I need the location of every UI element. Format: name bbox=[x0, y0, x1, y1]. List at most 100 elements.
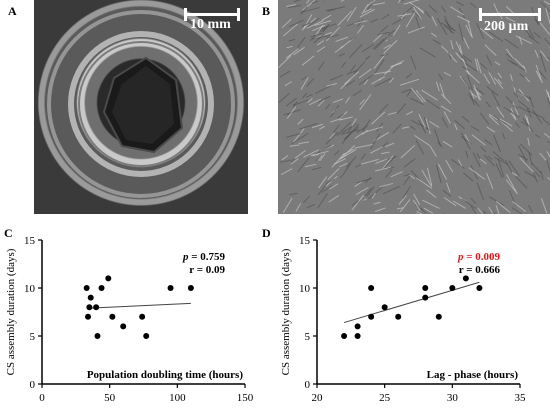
cell-streak bbox=[356, 125, 368, 133]
cell-streak bbox=[545, 7, 550, 25]
cell-streak bbox=[460, 136, 472, 145]
cell-streak bbox=[470, 2, 477, 9]
cell-streak bbox=[339, 148, 357, 160]
cell-streak bbox=[340, 172, 345, 179]
cell-streak bbox=[435, 81, 440, 92]
cell-streak bbox=[518, 36, 523, 45]
cell-streak bbox=[528, 35, 540, 44]
cell-streak bbox=[450, 6, 465, 16]
cell-streak bbox=[426, 167, 433, 186]
cell-streak bbox=[405, 72, 413, 79]
cell-streak bbox=[497, 158, 505, 177]
cell-streak bbox=[385, 168, 393, 178]
cell-streak bbox=[378, 103, 389, 114]
cell-streak bbox=[361, 43, 374, 53]
cell-streak bbox=[439, 83, 446, 99]
cell-streak bbox=[471, 134, 486, 146]
data-point bbox=[86, 304, 93, 311]
cell-streak bbox=[433, 128, 441, 147]
cell-streak bbox=[370, 132, 381, 150]
cell-streak bbox=[486, 68, 497, 85]
regression-line bbox=[343, 281, 480, 324]
cell-streak bbox=[457, 159, 463, 167]
cell-streak bbox=[387, 35, 392, 41]
cell-streak bbox=[391, 16, 406, 26]
cell-streak bbox=[423, 117, 429, 130]
cell-streak bbox=[309, 35, 316, 42]
r-value-annotation: r = 0.666 bbox=[459, 264, 501, 276]
cell-texture-graphic bbox=[278, 0, 550, 214]
cell-streak bbox=[330, 117, 342, 123]
cell-streak bbox=[443, 197, 457, 207]
y-tick-label: 0 bbox=[30, 379, 36, 391]
x-tick-label: 0 bbox=[39, 392, 45, 404]
cell-streak bbox=[443, 25, 455, 34]
scale-bar-a bbox=[184, 8, 240, 21]
cell-streak bbox=[410, 55, 417, 70]
cell-streak bbox=[494, 61, 501, 66]
cell-streak bbox=[300, 77, 309, 90]
cell-streak bbox=[530, 7, 540, 26]
panel-letter-b: B bbox=[262, 4, 271, 18]
data-point bbox=[422, 285, 429, 291]
cell-streak bbox=[545, 89, 550, 98]
scatter-chart-d: 20 25 30 35 0 5 10 15 CS assembly duration (days… bbox=[280, 235, 527, 404]
data-point bbox=[435, 313, 442, 320]
cell-streak bbox=[542, 118, 550, 126]
cell-streak bbox=[499, 23, 506, 29]
cell-streak bbox=[443, 111, 451, 124]
cell-streak bbox=[302, 92, 308, 99]
cell-streak bbox=[379, 182, 394, 188]
cell-streak bbox=[487, 155, 493, 160]
cell-streak bbox=[505, 53, 515, 61]
cell-streak bbox=[354, 181, 363, 187]
cell-streak bbox=[365, 176, 372, 184]
cell-streak bbox=[486, 126, 496, 133]
scale-label-a: 10 mm bbox=[190, 17, 231, 32]
cell-streak bbox=[367, 0, 376, 7]
cell-streak bbox=[475, 87, 485, 95]
cell-streak bbox=[485, 101, 491, 108]
cell-streak bbox=[343, 163, 352, 173]
cell-streak bbox=[480, 62, 491, 73]
cell-streak bbox=[455, 52, 465, 63]
cell-streak bbox=[317, 154, 323, 161]
cell-streak bbox=[306, 20, 324, 29]
cell-streak bbox=[459, 44, 463, 56]
cell-streak bbox=[374, 207, 386, 213]
cell-streak bbox=[523, 65, 527, 73]
data-point bbox=[341, 333, 348, 339]
cell-streak bbox=[378, 76, 385, 81]
cell-streak bbox=[291, 132, 309, 145]
cell-streak bbox=[359, 94, 372, 111]
cell-streak bbox=[477, 207, 483, 214]
cell-streak bbox=[411, 119, 420, 126]
cell-streak bbox=[424, 10, 431, 18]
cell-streak bbox=[469, 89, 475, 100]
cell-streak bbox=[380, 25, 389, 33]
cell-streak bbox=[455, 1, 464, 6]
cell-streak bbox=[480, 146, 487, 153]
cell-streak bbox=[504, 159, 513, 173]
cell-streak bbox=[398, 195, 407, 205]
cell-streak bbox=[460, 54, 468, 63]
cell-streak bbox=[329, 132, 336, 140]
scatter-chart-c: 0 50 100 150 0 5 10 15 CS assembly duration (day… bbox=[5, 235, 254, 404]
cell-streak bbox=[286, 4, 296, 7]
cell-streak bbox=[446, 182, 451, 193]
cell-streak bbox=[371, 192, 376, 199]
cell-streak bbox=[469, 95, 476, 106]
data-point bbox=[167, 285, 174, 291]
cell-streak bbox=[484, 44, 497, 56]
cell-streak bbox=[300, 6, 308, 15]
cell-streak bbox=[546, 159, 550, 173]
cell-streak bbox=[301, 55, 315, 66]
cell-streak bbox=[288, 4, 302, 9]
cell-streak bbox=[303, 195, 310, 204]
cell-streak bbox=[442, 189, 452, 197]
cell-streak bbox=[278, 55, 292, 68]
cell-streak bbox=[527, 137, 530, 146]
x-tick-label: 35 bbox=[515, 392, 527, 404]
p-value-annotation: p = 0.009 bbox=[457, 251, 501, 263]
cell-streak bbox=[290, 158, 299, 165]
